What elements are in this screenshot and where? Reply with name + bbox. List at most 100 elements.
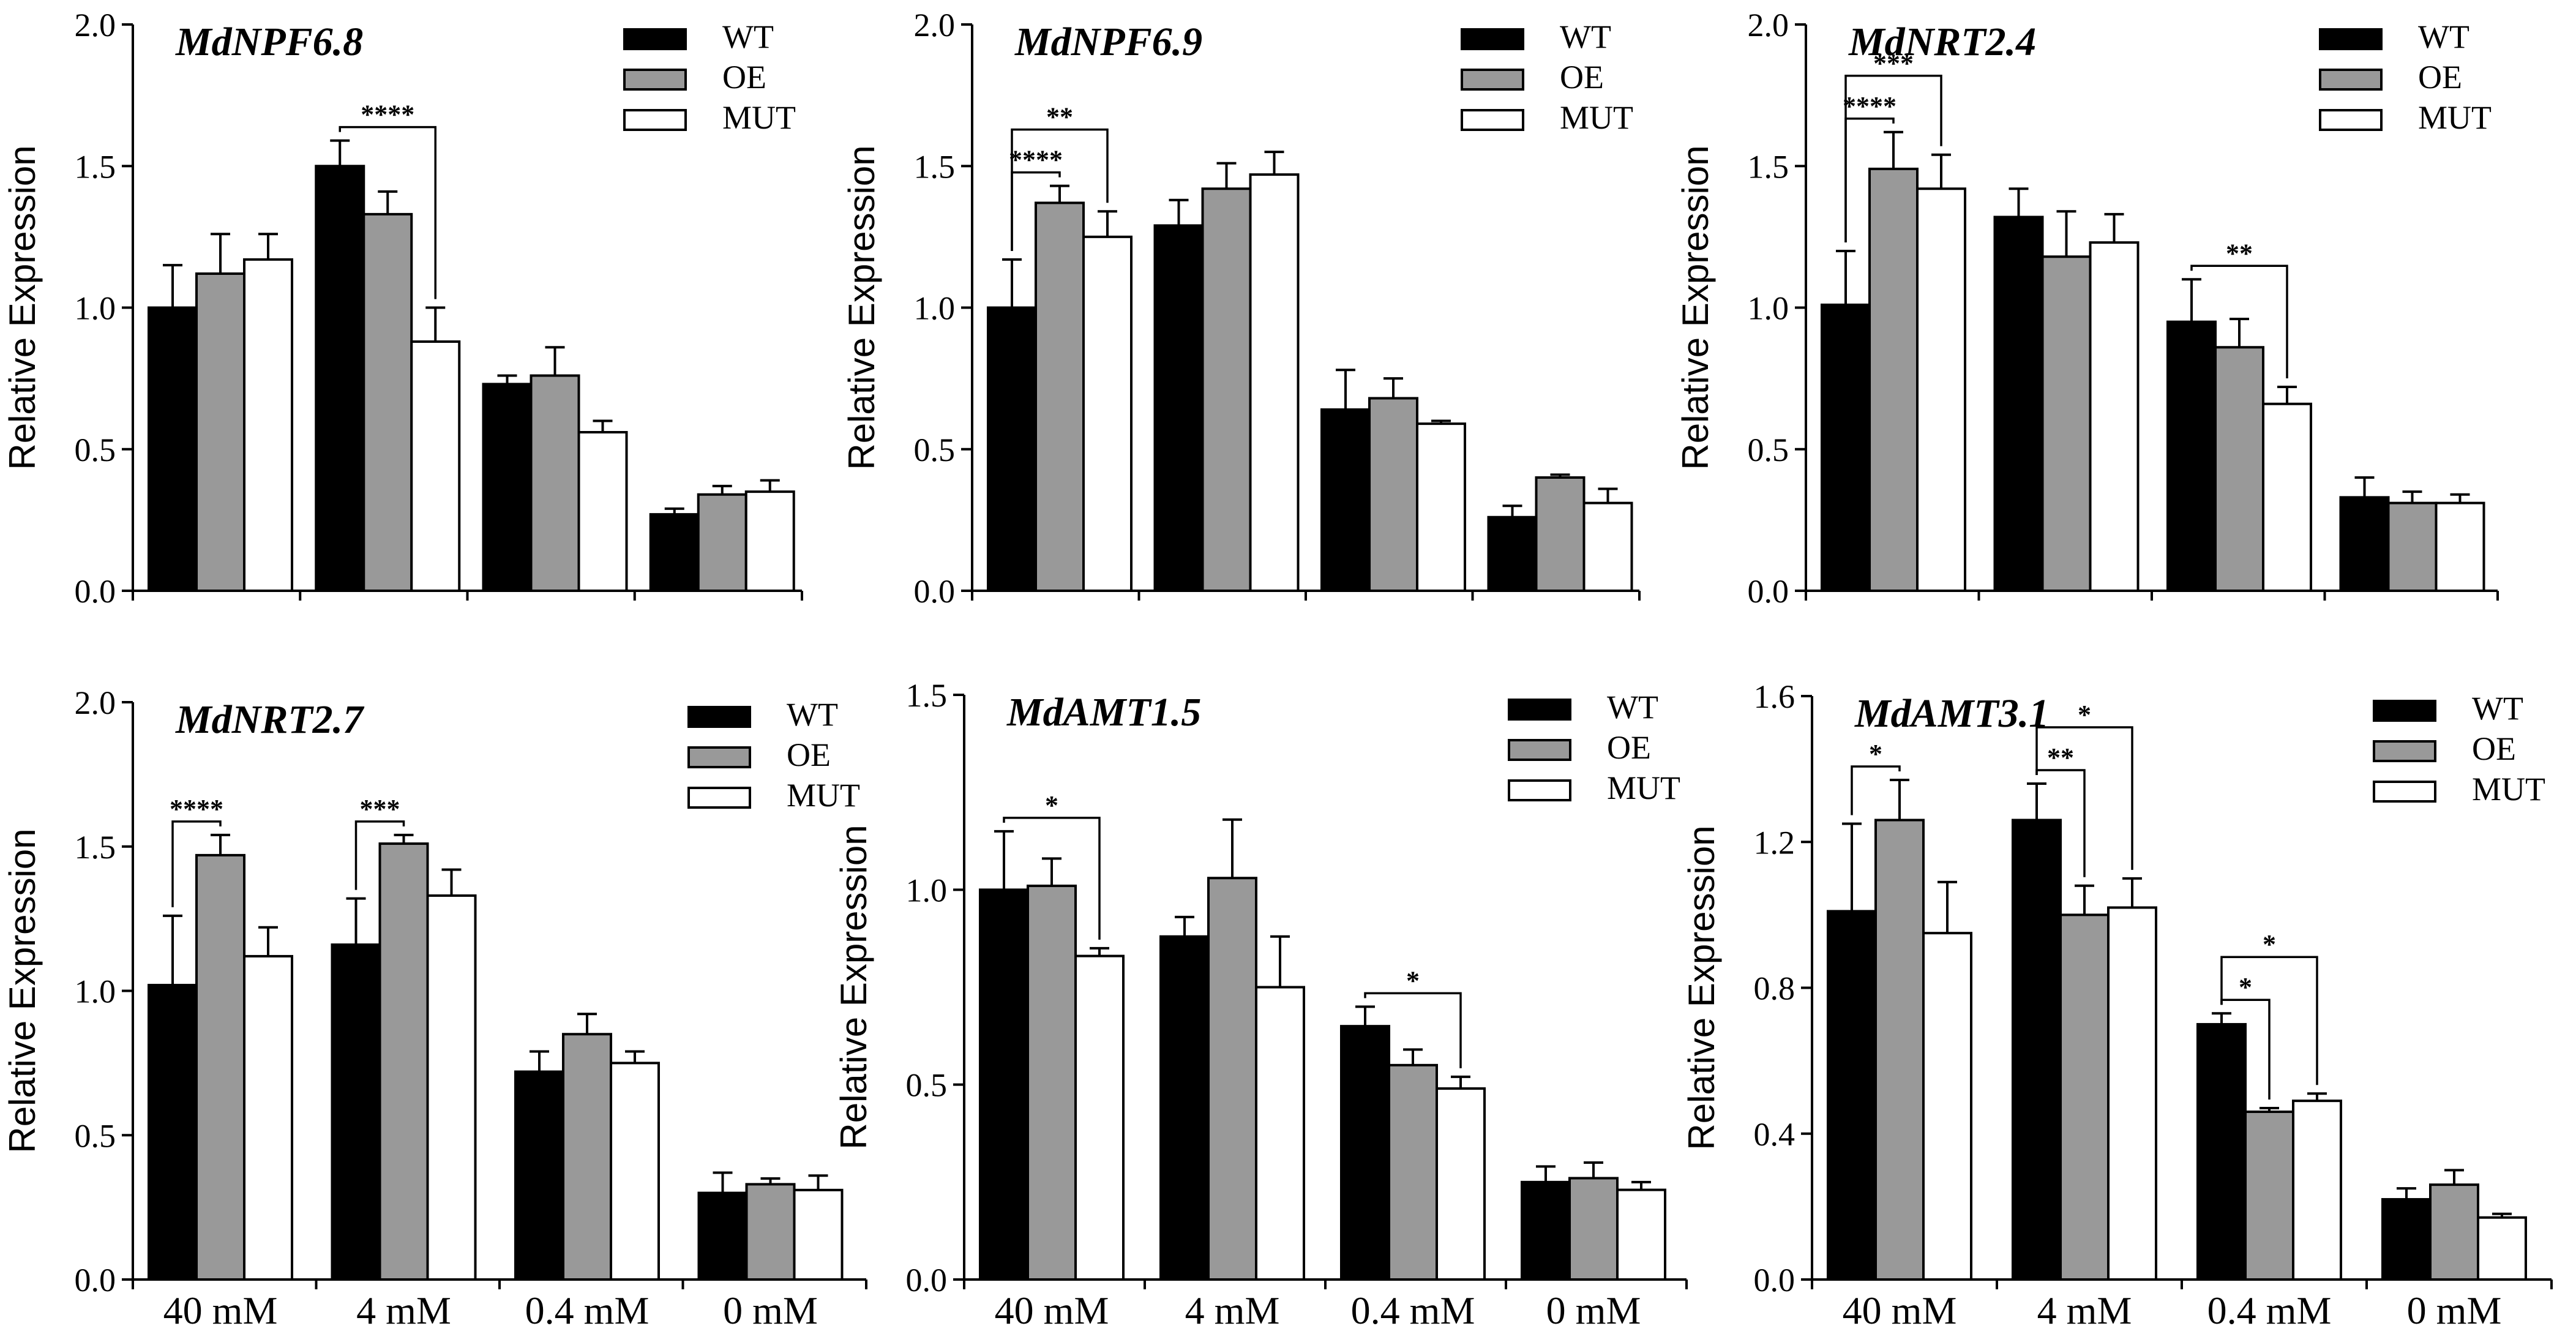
significance-label: ****: [1009, 145, 1063, 175]
significance-label: **: [2047, 743, 2074, 773]
x-tick-label: 0 mM: [1546, 1289, 1641, 1332]
bar-oe: [1201, 187, 1252, 592]
bar-wt: [2196, 1023, 2247, 1281]
bar-wt: [1320, 408, 1371, 592]
significance-bracket: [354, 820, 405, 890]
y-tick-label: 1.2: [1754, 824, 1795, 861]
bar-wt: [2339, 496, 2390, 592]
x-tick-label: 4 mM: [2037, 1289, 2132, 1332]
legend-label: OE: [1607, 729, 1651, 766]
y-tick-label: 1.0: [75, 973, 116, 1010]
legend-label: OE: [787, 736, 831, 773]
bar-mut: [1416, 422, 1466, 592]
legend-swatch-wt: [623, 28, 687, 50]
chart-title: MdAMT3.1: [1854, 691, 2049, 736]
significance-label: ****: [1843, 91, 1896, 121]
bar-mut: [1922, 932, 1972, 1281]
y-tick-label: 0.5: [914, 432, 956, 468]
significance-label: ****: [170, 794, 223, 824]
legend-swatch-wt: [1461, 28, 1524, 50]
bar-wt: [1821, 303, 1871, 592]
bar-wt: [331, 943, 381, 1281]
legend-swatch-wt: [2319, 28, 2383, 50]
significance-label: ***: [360, 794, 400, 824]
bar-oe: [1207, 877, 1257, 1281]
y-tick-label: 2.0: [75, 7, 116, 43]
bar-mut: [610, 1062, 660, 1281]
bar-wt: [1340, 1025, 1390, 1281]
legend-label: MUT: [722, 99, 796, 136]
bar-mut: [410, 340, 461, 592]
legend-swatch-mut: [623, 109, 687, 131]
bar-wt: [148, 984, 198, 1281]
significance-bracket: [2220, 956, 2318, 1085]
legend-swatch-oe: [687, 746, 751, 768]
significance-bracket: [1851, 765, 1901, 815]
x-tick-label: 0.4 mM: [1351, 1289, 1475, 1332]
bar-wt: [979, 888, 1029, 1281]
x-tick-label: 4 mM: [1185, 1289, 1280, 1332]
bar-mut: [1255, 986, 1305, 1281]
bar-oe: [697, 493, 747, 592]
bar-oe: [195, 272, 245, 592]
x-tick-label: 0 mM: [723, 1289, 818, 1332]
bar-oe: [530, 374, 580, 592]
legend-label: WT: [1560, 18, 1611, 55]
legend-label: WT: [787, 696, 838, 733]
y-tick-label: 0.0: [914, 573, 956, 610]
significance-label: ****: [361, 100, 414, 130]
legend-swatch-oe: [2373, 740, 2436, 762]
bar-mut: [2477, 1216, 2527, 1281]
legend-label: WT: [1607, 689, 1658, 725]
legend-swatch-oe: [2319, 69, 2383, 91]
bar-mut: [243, 258, 293, 592]
y-tick-label: 1.0: [1748, 290, 1789, 327]
bar-oe: [362, 212, 413, 592]
y-tick-label: 0.0: [1754, 1262, 1795, 1298]
bar-mut: [1436, 1087, 1486, 1281]
bar-mut: [1582, 501, 1633, 592]
y-tick-label: 0.5: [906, 1067, 948, 1104]
legend-label: OE: [2472, 730, 2516, 767]
y-tick-label: 0.5: [75, 1117, 116, 1154]
y-tick-label: 0.0: [906, 1262, 948, 1298]
significance-label: *: [1869, 739, 1882, 769]
bar-oe: [2214, 346, 2264, 592]
bar-wt: [987, 306, 1037, 592]
bar-oe: [562, 1033, 612, 1281]
y-axis-title: Relative Expression: [2, 145, 43, 470]
bar-wt: [315, 165, 365, 592]
chart-title: MdNPF6.8: [175, 20, 363, 64]
legend-label: WT: [722, 18, 774, 55]
legend-label: MUT: [2472, 771, 2545, 808]
legend-label: MUT: [2418, 99, 2492, 136]
legend-swatch-oe: [1461, 69, 1524, 91]
bar-wt: [649, 513, 700, 592]
legend-label: OE: [1560, 59, 1604, 96]
y-tick-label: 1.5: [75, 829, 116, 866]
bar-wt: [2012, 819, 2062, 1281]
legend-swatch-mut: [1461, 109, 1524, 131]
bar-mut: [1616, 1188, 1666, 1281]
bar-oe: [1868, 167, 1919, 592]
significance-label: *: [1406, 965, 1420, 995]
x-tick-label: 40 mM: [163, 1289, 278, 1332]
bar-mut: [1082, 235, 1133, 592]
bar-mut: [2292, 1100, 2342, 1281]
bar-oe: [1388, 1063, 1438, 1281]
legend-label: MUT: [787, 777, 860, 814]
x-tick-label: 0 mM: [2407, 1289, 2502, 1332]
y-tick-label: 1.0: [906, 872, 948, 909]
bar-mut: [426, 894, 477, 1281]
y-tick-label: 0.0: [1748, 573, 1789, 610]
bar-wt: [1159, 935, 1210, 1281]
y-tick-label: 0.0: [75, 573, 116, 610]
bar-oe: [1535, 476, 1586, 592]
chart-title: MdNPF6.9: [1014, 20, 1202, 64]
bar-wt: [697, 1191, 748, 1281]
y-tick-label: 0.4: [1754, 1116, 1795, 1153]
chart-panel: **** ***0.00.51.01.52.040 mM 4 mM 0.4 mM 0 m…: [2, 684, 867, 1332]
bar-wt: [1521, 1180, 1571, 1281]
bar-wt: [1827, 910, 1877, 1281]
